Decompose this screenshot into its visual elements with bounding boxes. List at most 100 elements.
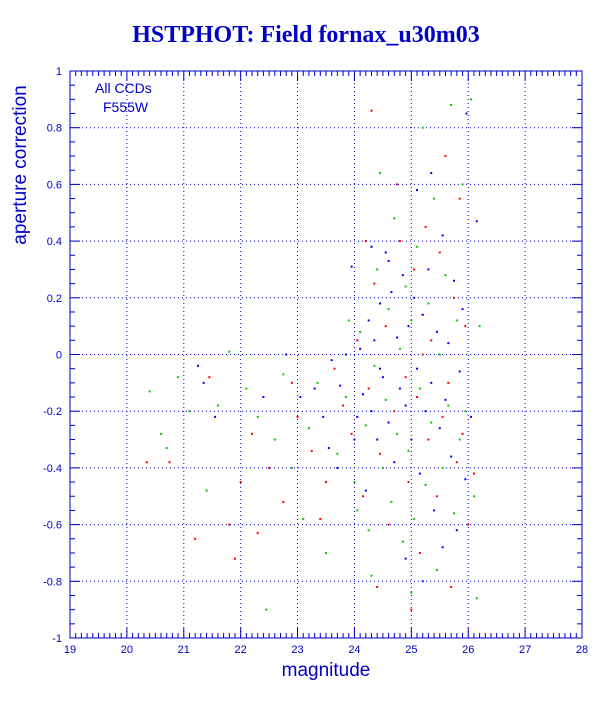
data-point (421, 580, 424, 583)
data-point (216, 404, 219, 407)
data-point (410, 608, 413, 611)
y-tick-label: -0.2 (43, 406, 62, 418)
data-point (453, 296, 455, 299)
data-point (256, 532, 259, 535)
data-point (390, 500, 393, 503)
data-point (404, 376, 407, 379)
data-point (438, 353, 441, 356)
data-point (424, 410, 427, 413)
data-point (327, 447, 330, 450)
y-tick-label: -0.6 (43, 520, 62, 532)
x-tick-label: 25 (405, 644, 417, 656)
annotation-filter: F555W (103, 99, 149, 115)
y-tick-label: 1 (56, 66, 62, 78)
data-point (390, 291, 393, 294)
data-point (464, 410, 467, 413)
data-point (475, 597, 478, 600)
data-point (319, 517, 322, 520)
data-point (435, 495, 438, 498)
data-point (262, 396, 265, 399)
data-point (427, 302, 430, 305)
x-tick-label: 20 (121, 644, 133, 656)
data-point (410, 319, 413, 322)
data-point (379, 172, 382, 175)
data-point (336, 466, 339, 469)
data-point (214, 415, 217, 418)
data-point (342, 404, 345, 407)
data-point (418, 472, 421, 475)
x-axis-label: magnitude (282, 660, 371, 681)
data-point (441, 234, 444, 237)
data-point (401, 540, 404, 543)
data-point (475, 220, 478, 223)
data-point (364, 424, 367, 427)
x-tick-label: 21 (178, 644, 190, 656)
data-point (453, 512, 455, 515)
data-point (373, 339, 376, 342)
data-point (370, 574, 373, 577)
data-point (416, 189, 419, 192)
data-point (233, 557, 236, 560)
axis-ticks (69, 70, 583, 639)
data-point (313, 387, 316, 390)
data-point (404, 404, 407, 407)
x-tick-label: 28 (576, 644, 588, 656)
x-tick-label: 24 (348, 644, 360, 656)
data-point (282, 373, 285, 376)
data-point (453, 279, 455, 282)
data-point (461, 432, 464, 435)
data-point (478, 325, 481, 328)
data-point (470, 415, 473, 418)
data-point (376, 438, 379, 441)
data-point (356, 509, 359, 512)
data-point (458, 370, 461, 373)
data-point (398, 387, 401, 390)
data-point (416, 367, 419, 370)
data-point (413, 517, 416, 520)
data-point (268, 466, 271, 469)
data-point (450, 585, 453, 588)
data-point (290, 381, 293, 384)
data-point (416, 396, 419, 399)
data-point (364, 489, 367, 492)
data-point (435, 568, 438, 571)
data-point (387, 259, 390, 262)
data-point (450, 455, 453, 458)
y-tick-label: 0.4 (47, 236, 62, 248)
data-point (404, 285, 407, 288)
data-point (458, 438, 461, 441)
data-point (387, 523, 390, 526)
data-point (197, 364, 199, 367)
data-point (370, 410, 373, 413)
data-point (430, 172, 433, 175)
grid-lines (70, 71, 582, 638)
data-point (393, 217, 396, 220)
data-point (376, 268, 379, 271)
data-point (407, 325, 410, 328)
data-point (416, 245, 419, 248)
data-point (322, 415, 325, 418)
data-point (290, 466, 293, 469)
data-point (413, 268, 416, 271)
y-axis-label: aperture correction (10, 85, 31, 244)
data-point (353, 481, 356, 484)
data-point (393, 461, 396, 464)
x-tick-label: 19 (64, 644, 76, 656)
data-point (245, 387, 248, 390)
data-point (376, 585, 379, 588)
y-tick-label: 0.2 (47, 293, 62, 305)
data-point (251, 432, 254, 435)
data-point (273, 438, 276, 441)
data-point (160, 432, 163, 435)
data-points (145, 98, 481, 611)
data-point (427, 438, 430, 441)
data-point (302, 517, 305, 520)
data-point (413, 296, 416, 299)
data-point (333, 367, 336, 370)
data-point (361, 393, 364, 396)
data-point (401, 274, 404, 277)
y-tick-label: -0.8 (43, 576, 62, 588)
data-point (325, 481, 327, 484)
data-point (444, 274, 447, 277)
data-point (367, 319, 370, 322)
